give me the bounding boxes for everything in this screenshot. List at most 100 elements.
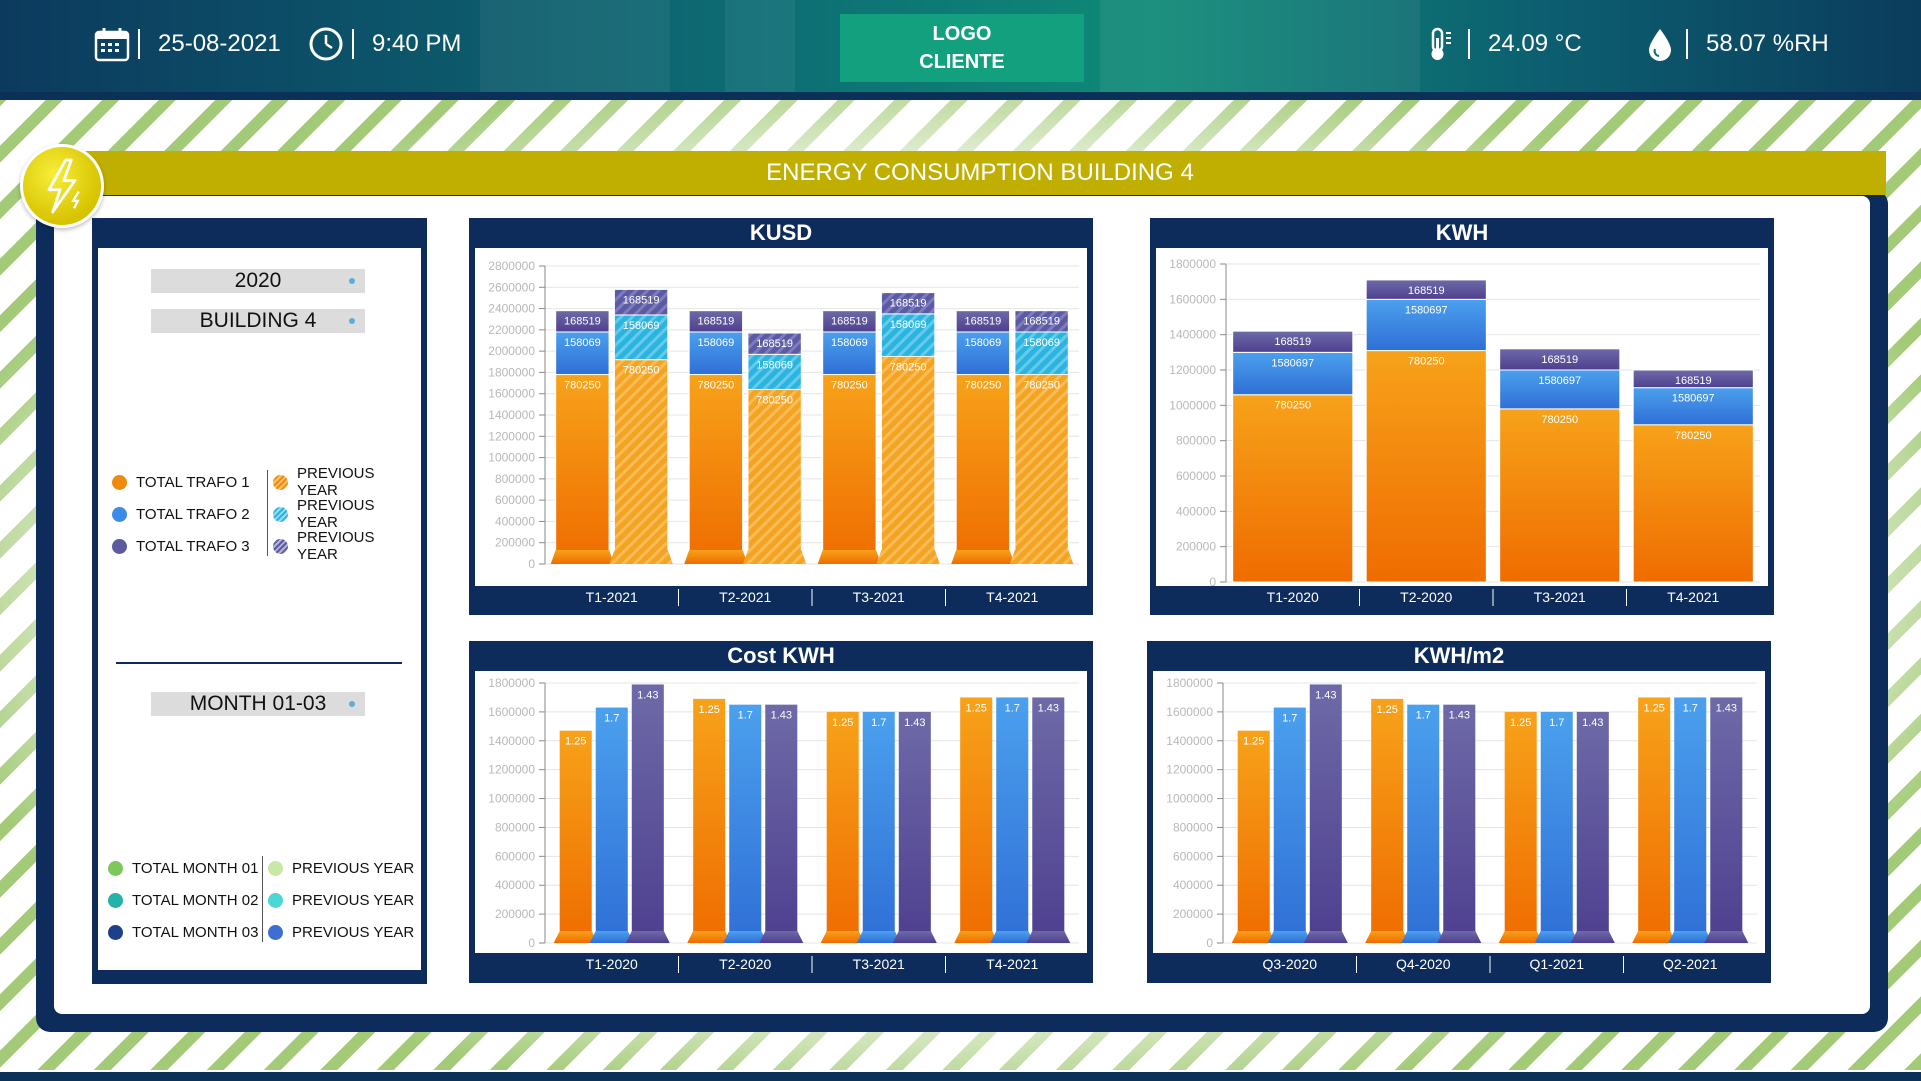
x-tick-label: T1-2020 <box>586 956 638 972</box>
bar-base <box>951 550 1015 564</box>
bar <box>1407 704 1440 943</box>
bar-segment <box>1232 330 1354 353</box>
y-tick-label: 1400000 <box>488 408 535 422</box>
bar-segment <box>1499 348 1621 371</box>
x-tick-label: T4-2021 <box>1667 589 1719 605</box>
legend-item: TOTAL TRAFO 3 <box>112 530 250 562</box>
bar-segment <box>1365 298 1487 352</box>
bar-base <box>684 550 748 564</box>
bar-value-label: 1.7 <box>1683 702 1698 714</box>
legend-label: PREVIOUS YEAR <box>292 859 415 877</box>
bar-value-label: 1.25 <box>1243 736 1264 748</box>
bar-value-label: 158069 <box>1023 337 1060 349</box>
bar-value-label: 1580697 <box>1405 304 1448 316</box>
bar-base <box>1401 931 1446 943</box>
legend-swatch <box>273 474 288 490</box>
bar <box>862 711 895 943</box>
building-selector[interactable]: BUILDING 4 <box>151 309 365 333</box>
bar-base <box>817 550 882 564</box>
month-selector[interactable]: MONTH 01-03 <box>151 692 365 716</box>
month-legend-previous: PREVIOUS YEAR PREVIOUS YEAR PREVIOUS YEA… <box>268 852 414 948</box>
legend-swatch <box>112 474 127 490</box>
x-tick-label: T1-2021 <box>586 589 638 605</box>
bar-value-label: 1.43 <box>904 717 925 729</box>
kwh-chart: 0 200000 400000 600000 800000 1000000 1200000 1… <box>1156 248 1768 606</box>
trafo-legend-previous: PREVIOUS YEAR PREVIOUS YEAR PREVIOUS YEA… <box>273 465 412 563</box>
bar-value-label: 168519 <box>1541 354 1578 366</box>
bar-segment <box>688 374 744 565</box>
legend-swatch <box>108 892 123 908</box>
legend-swatch <box>108 860 123 876</box>
bar-segment <box>1632 387 1754 426</box>
legend-item: TOTAL TRAFO 1 <box>112 466 250 498</box>
bar-segment <box>1499 369 1621 410</box>
bar <box>1371 698 1404 943</box>
section-divider <box>116 662 402 664</box>
bar-value-label: 1.7 <box>1416 710 1431 722</box>
header-stripe <box>480 0 670 92</box>
cost-kwh-chart: 0 200000 400000 600000 800000 1000000 1200000 1… <box>475 671 1087 973</box>
bar <box>693 698 726 943</box>
bar-base <box>589 931 634 943</box>
bar-segment <box>822 331 877 376</box>
header-stripe <box>1100 0 1420 92</box>
y-tick-label: 1200000 <box>488 429 535 443</box>
bar-base <box>723 931 768 943</box>
y-tick-label: 1400000 <box>1169 328 1216 342</box>
bar-base <box>759 931 804 943</box>
y-tick-label: 200000 <box>495 536 535 550</box>
year-selector[interactable]: 2020 <box>151 269 365 293</box>
bar-base <box>1704 931 1749 943</box>
bar-segment <box>613 314 669 361</box>
bar-base <box>820 931 865 943</box>
bar-base <box>1570 931 1615 943</box>
y-tick-label: 0 <box>528 936 535 950</box>
legend-swatch <box>273 538 288 554</box>
y-tick-label: 1400000 <box>1166 734 1213 748</box>
filter-panel-body: 2020 BUILDING 4 TOTAL TRAFO 1 TOTAL TRAF… <box>98 248 421 970</box>
bar-value-label: 1.25 <box>698 704 719 716</box>
kusd-chart-title: KUSD <box>749 220 813 245</box>
bar-segment <box>747 332 802 355</box>
bar-segment <box>1014 310 1069 333</box>
page-title: ENERGY CONSUMPTION BUILDING 4 <box>766 159 1194 186</box>
y-tick-label: 400000 <box>1173 878 1213 892</box>
bar-value-label: 780250 <box>1023 380 1060 392</box>
x-tick-label: Q2-2021 <box>1663 956 1718 972</box>
bar <box>729 704 762 943</box>
bar-value-label: 780250 <box>1675 430 1712 442</box>
dropdown-dot-icon <box>349 278 355 284</box>
month-legend-current: TOTAL MONTH 01 TOTAL MONTH 02 TOTAL MONT… <box>108 852 258 948</box>
bar-value-label: 780250 <box>1408 356 1445 368</box>
bar-value-label: 168519 <box>756 338 793 350</box>
bar <box>1309 684 1342 943</box>
bar <box>1540 711 1573 943</box>
bar-value-label: 1.43 <box>1038 702 1059 714</box>
bar-value-label: 1.43 <box>1582 717 1603 729</box>
cost-kwh-chart-panel: Cost KWH 0 200000 400000 600000 800000 100000… <box>469 641 1093 983</box>
bar-base <box>1231 931 1276 943</box>
bar-segment <box>1632 424 1754 583</box>
bar-base <box>1534 931 1579 943</box>
date-display: 25-08-2021 <box>92 24 281 64</box>
client-logo: LOGO CLIENTE <box>840 14 1084 82</box>
y-tick-label: 1200000 <box>1169 363 1216 377</box>
y-tick-label: 2800000 <box>488 259 535 273</box>
bar-base <box>550 550 615 564</box>
x-tick-label: T4-2021 <box>986 589 1038 605</box>
separator <box>1468 29 1470 59</box>
x-tick-label: T2-2020 <box>719 956 771 972</box>
bar-value-label: 158069 <box>756 359 793 371</box>
bar-base <box>625 931 670 943</box>
bar-value-label: 1.7 <box>604 713 619 725</box>
trafo-legend-current: TOTAL TRAFO 1 TOTAL TRAFO 2 TOTAL TRAFO … <box>112 466 250 562</box>
bar-value-label: 168519 <box>965 316 1002 328</box>
legend-label: PREVIOUS YEAR <box>292 891 415 909</box>
kwh-m2-chart-panel: KWH/m2 0 200000 400000 600000 800000 1000000 1… <box>1147 641 1771 983</box>
bar-segment <box>822 310 877 333</box>
temperature-display: 24.09 °C <box>1422 24 1582 64</box>
y-tick-label: 600000 <box>495 849 535 863</box>
bar-segment <box>613 288 669 316</box>
bar-value-label: 158069 <box>890 319 927 331</box>
bar-segment <box>555 310 610 333</box>
